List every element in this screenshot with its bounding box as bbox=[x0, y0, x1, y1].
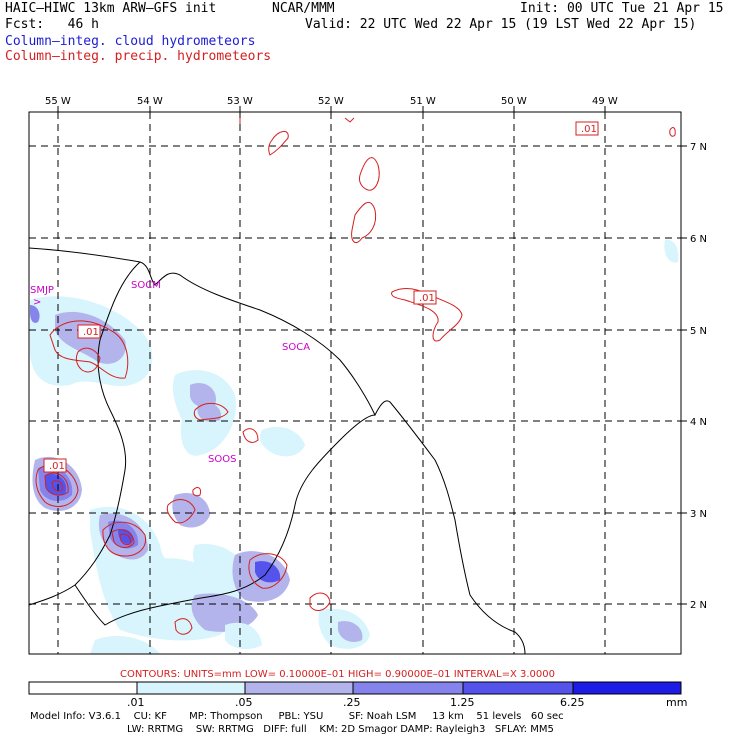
contour-label: .01 bbox=[419, 293, 435, 304]
colorbar bbox=[28, 681, 682, 695]
station-label-soos: SOOS bbox=[208, 454, 236, 465]
lat-label: 2 N bbox=[690, 600, 707, 611]
init-time: Init: 00 UTC Tue 21 Apr 15 bbox=[520, 1, 724, 16]
lon-label: 52 W bbox=[318, 96, 344, 107]
lat-label: 4 N bbox=[690, 417, 707, 428]
colorbar-tick: .05 bbox=[235, 696, 253, 709]
lat-label: 6 N bbox=[690, 234, 707, 245]
contour-label: .01 bbox=[49, 461, 65, 472]
lat-lon-grid bbox=[29, 112, 681, 654]
contours-info: CONTOURS: UNITS=mm LOW= 0.10000E–01 HIGH… bbox=[120, 669, 555, 680]
colorbar-bin bbox=[244, 681, 354, 695]
colorbar-bin bbox=[572, 681, 682, 695]
lon-label: 54 W bbox=[137, 96, 163, 107]
colorbar-tick: 6.25 bbox=[560, 696, 585, 709]
contour-label: .01 bbox=[581, 124, 597, 135]
lon-label: 50 W bbox=[501, 96, 527, 107]
station-label-soca: SOCA bbox=[282, 342, 310, 353]
map-frame bbox=[28, 111, 682, 655]
center-label: NCAR/MMM bbox=[272, 1, 335, 16]
lon-label: 51 W bbox=[410, 96, 436, 107]
station-label-smjp: SMJP bbox=[30, 285, 54, 296]
lon-label: 49 W bbox=[592, 96, 618, 107]
station-marker-smjp: > bbox=[33, 297, 41, 308]
colorbar-tick: .25 bbox=[343, 696, 361, 709]
axis-ticks bbox=[57, 106, 687, 605]
colorbar-bin bbox=[28, 681, 138, 695]
colorbar-tick: .01 bbox=[127, 696, 145, 709]
lat-label: 5 N bbox=[690, 326, 707, 337]
field1-title: Column–integ. cloud hydrometeors bbox=[5, 34, 256, 49]
lon-label: 53 W bbox=[227, 96, 253, 107]
colorbar-bin bbox=[352, 681, 464, 695]
map-plot-area: .01 .01 .01 .01 SMJP > SOCM SOCA SOOS bbox=[29, 112, 681, 654]
lat-label: 7 N bbox=[690, 142, 707, 153]
coastlines bbox=[29, 247, 526, 654]
contour-labels: .01 .01 .01 .01 bbox=[49, 124, 597, 472]
model-title: HAIC–HIWC 13km ARW–GFS init bbox=[5, 1, 217, 16]
model-info-line1: Model Info: V3.6.1 CU: KF MP: Thompson P… bbox=[30, 711, 564, 722]
model-info-line2: LW: RRTMG SW: RRTMG DIFF: full KM: 2D Sm… bbox=[127, 724, 554, 735]
station-label-socm: SOCM bbox=[131, 280, 161, 291]
contour-label: .01 bbox=[83, 327, 99, 338]
lon-labels: 55 W 54 W 53 W 52 W 51 W 50 W 49 W bbox=[45, 96, 618, 107]
forecast-hour: Fcst: 46 h bbox=[5, 17, 99, 32]
valid-time: Valid: 22 UTC Wed 22 Apr 15 (19 LST Wed … bbox=[305, 17, 697, 32]
colorbar-tick: 1.25 bbox=[450, 696, 475, 709]
contour-label-boxes bbox=[43, 121, 599, 473]
station-labels: SMJP > SOCM SOCA SOOS bbox=[30, 280, 310, 465]
lat-label: 3 N bbox=[690, 509, 707, 520]
colorbar-units: mm bbox=[666, 696, 688, 709]
lat-labels: 7 N 6 N 5 N 4 N 3 N 2 N bbox=[690, 142, 707, 611]
colorbar-bin bbox=[462, 681, 574, 695]
cloud-shading bbox=[30, 239, 679, 654]
lon-label: 55 W bbox=[45, 96, 71, 107]
field2-title: Column–integ. precip. hydrometeors bbox=[5, 49, 272, 64]
colorbar-bin bbox=[136, 681, 246, 695]
